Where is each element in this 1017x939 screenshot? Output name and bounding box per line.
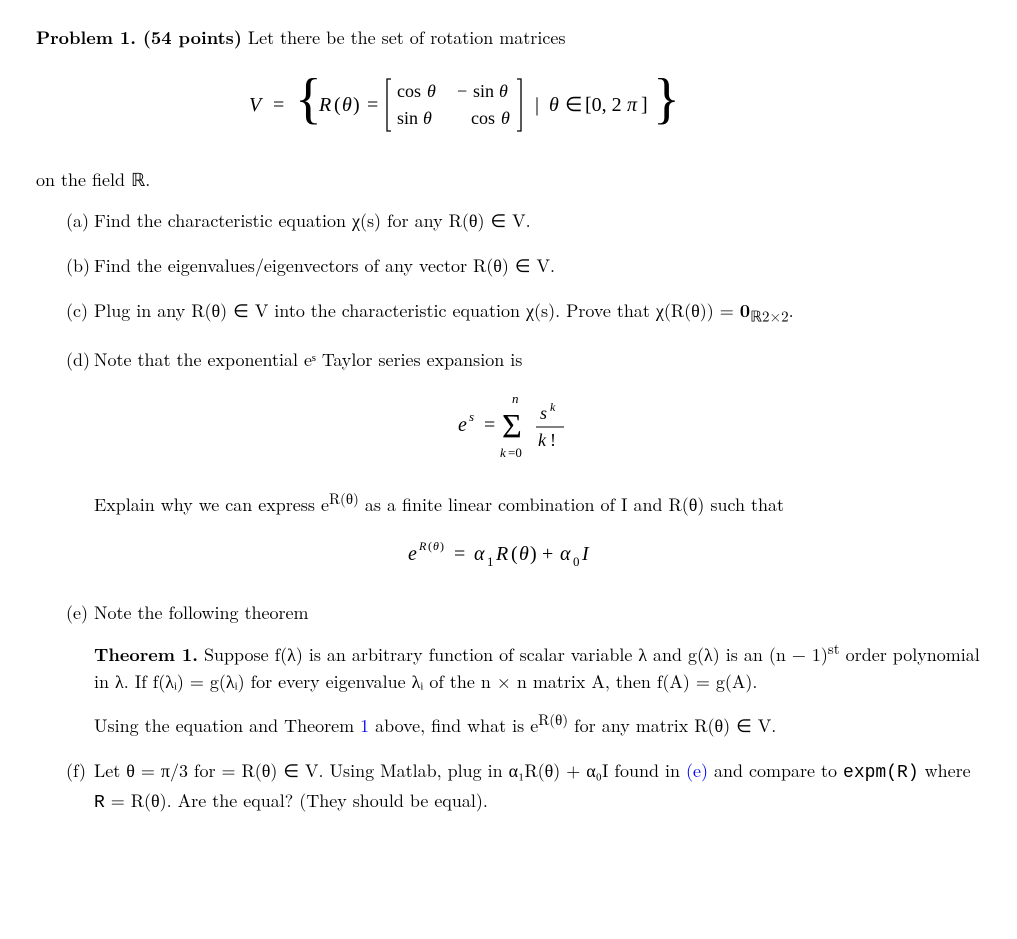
- svg-text:−: −: [457, 81, 467, 101]
- svg-text:=0: =0: [508, 445, 522, 460]
- problem-header: Problem 1. (54 points) Let there be the …: [36, 24, 981, 51]
- part-f-label: (f): [66, 757, 86, 784]
- theorem-1-body: Suppose f(λ) is an arbitrary function of…: [94, 642, 980, 694]
- svg-text:+: +: [542, 543, 553, 565]
- svg-text:s: s: [540, 403, 547, 423]
- svg-text:α: α: [474, 543, 485, 565]
- theorem-1: Theorem 1. Suppose f(λ) is an arbitrary …: [94, 638, 981, 695]
- on-field-text: on the field ℝ.: [36, 166, 981, 193]
- svg-text:=: =: [454, 543, 465, 565]
- svg-text:e: e: [458, 414, 467, 436]
- part-e-intro: Note the following theorem: [94, 600, 309, 625]
- part-c: (c) Plug in any R(θ) ∈ V into the charac…: [66, 297, 981, 328]
- svg-text:): ): [530, 543, 537, 565]
- svg-text:k: k: [550, 400, 556, 414]
- svg-text:π: π: [627, 94, 638, 116]
- part-d-label: (d): [66, 346, 90, 373]
- svg-text:): ): [440, 539, 444, 553]
- svg-text:s: s: [469, 409, 474, 424]
- svg-text:θ: θ: [427, 81, 436, 101]
- part-e-using: Using the equation and Theorem 1 above, …: [94, 709, 981, 739]
- svg-text:I: I: [581, 543, 590, 565]
- svg-text:=: =: [273, 94, 284, 116]
- svg-text:R: R: [318, 94, 331, 116]
- svg-text:Σ: Σ: [502, 408, 522, 445]
- svg-text:}: }: [653, 69, 680, 130]
- svg-text:α: α: [560, 543, 571, 565]
- svg-text:{: {: [295, 69, 322, 130]
- part-b-label: (b): [66, 252, 90, 279]
- svg-text:=: =: [484, 414, 495, 436]
- svg-text:(: (: [428, 539, 432, 553]
- taylor-series-svg: e^s = Σ_{k=0}^{n} s^k / k! e s = n Σ k =…: [458, 391, 618, 461]
- svg-text:cos: cos: [471, 108, 495, 128]
- problem-intro: Let there be the set of rotation matrice…: [242, 25, 566, 50]
- taylor-series-equation: e^s = Σ_{k=0}^{n} s^k / k! e s = n Σ k =…: [94, 391, 981, 470]
- part-d-explain: Explain why we can express eR(θ) as a fi…: [94, 488, 981, 518]
- svg-text:1: 1: [487, 554, 494, 569]
- part-f-text: Let θ = π/3 for = R(θ) ∈ V. Using Matlab…: [94, 758, 971, 813]
- svg-text:θ: θ: [342, 94, 352, 116]
- linear-combination-equation: e^{R(θ)} = α₁ R(θ) + α₀ I e R ( θ ) = α …: [94, 536, 981, 581]
- part-c-text: Plug in any R(θ) ∈ V into the characteri…: [94, 298, 794, 323]
- svg-text:θ: θ: [501, 108, 510, 128]
- part-d-intro: Note that the exponential eˢ Taylor seri…: [94, 347, 522, 372]
- svg-text:θ: θ: [433, 539, 439, 553]
- svg-text:θ: θ: [499, 81, 508, 101]
- svg-text:R: R: [495, 543, 508, 565]
- svg-text:|: |: [535, 94, 539, 116]
- svg-text:0: 0: [573, 554, 580, 569]
- part-a-label: (a): [66, 207, 89, 234]
- svg-text:sin: sin: [473, 81, 494, 101]
- svg-text:V: V: [249, 94, 264, 116]
- theorem-1-label: Theorem 1.: [94, 642, 198, 667]
- svg-text:θ: θ: [519, 543, 529, 565]
- svg-text:θ: θ: [423, 108, 432, 128]
- part-e-label: (e): [66, 599, 88, 626]
- part-b: (b) Find the eigenvalues/eigenvectors of…: [66, 252, 981, 279]
- svg-text:[0, 2: [0, 2: [585, 94, 622, 116]
- expm-code: expm(R): [843, 763, 919, 783]
- r-code: R: [94, 793, 105, 813]
- svg-text:(: (: [334, 94, 341, 116]
- part-d: (d) Note that the exponential eˢ Taylor …: [66, 346, 981, 581]
- svg-text:∈: ∈: [565, 94, 582, 116]
- svg-text:!: !: [550, 430, 556, 450]
- part-c-label: (c): [66, 297, 88, 324]
- svg-text:): ): [353, 94, 360, 116]
- problem-title: Problem 1. (54 points): [36, 25, 242, 50]
- svg-text:]: ]: [641, 94, 648, 116]
- part-a-text: Find the characteristic equation χ(s) fo…: [94, 208, 531, 233]
- theorem-1-ref-link[interactable]: 1: [360, 713, 369, 738]
- part-e-ref-link[interactable]: (e): [686, 758, 708, 783]
- part-f: (f) Let θ = π/3 for = R(θ) ∈ V. Using Ma…: [66, 757, 981, 817]
- part-a: (a) Find the characteristic equation χ(s…: [66, 207, 981, 234]
- svg-text:k: k: [500, 445, 506, 460]
- svg-text:sin: sin: [397, 108, 418, 128]
- svg-text:(: (: [511, 543, 518, 565]
- svg-text:k: k: [538, 430, 547, 450]
- equation-set-definition: V = { R(θ) = [[cosθ, -sinθ],[sinθ, cosθ]…: [36, 69, 981, 148]
- svg-text:cos: cos: [397, 81, 421, 101]
- rotation-matrix-svg: V = { R(θ) = [[cosθ, -sinθ],[sinθ, cosθ]…: [249, 69, 769, 139]
- svg-text:e: e: [408, 543, 417, 565]
- svg-text:=: =: [367, 94, 378, 116]
- svg-text:R: R: [418, 539, 427, 553]
- parts-list: (a) Find the characteristic equation χ(s…: [36, 207, 981, 817]
- linear-combo-svg: e^{R(θ)} = α₁ R(θ) + α₀ I e R ( θ ) = α …: [408, 536, 668, 572]
- part-b-text: Find the eigenvalues/eigenvectors of any…: [94, 253, 555, 278]
- svg-text:θ: θ: [549, 94, 559, 116]
- svg-text:n: n: [512, 391, 519, 406]
- part-e: (e) Note the following theorem Theorem 1…: [66, 599, 981, 739]
